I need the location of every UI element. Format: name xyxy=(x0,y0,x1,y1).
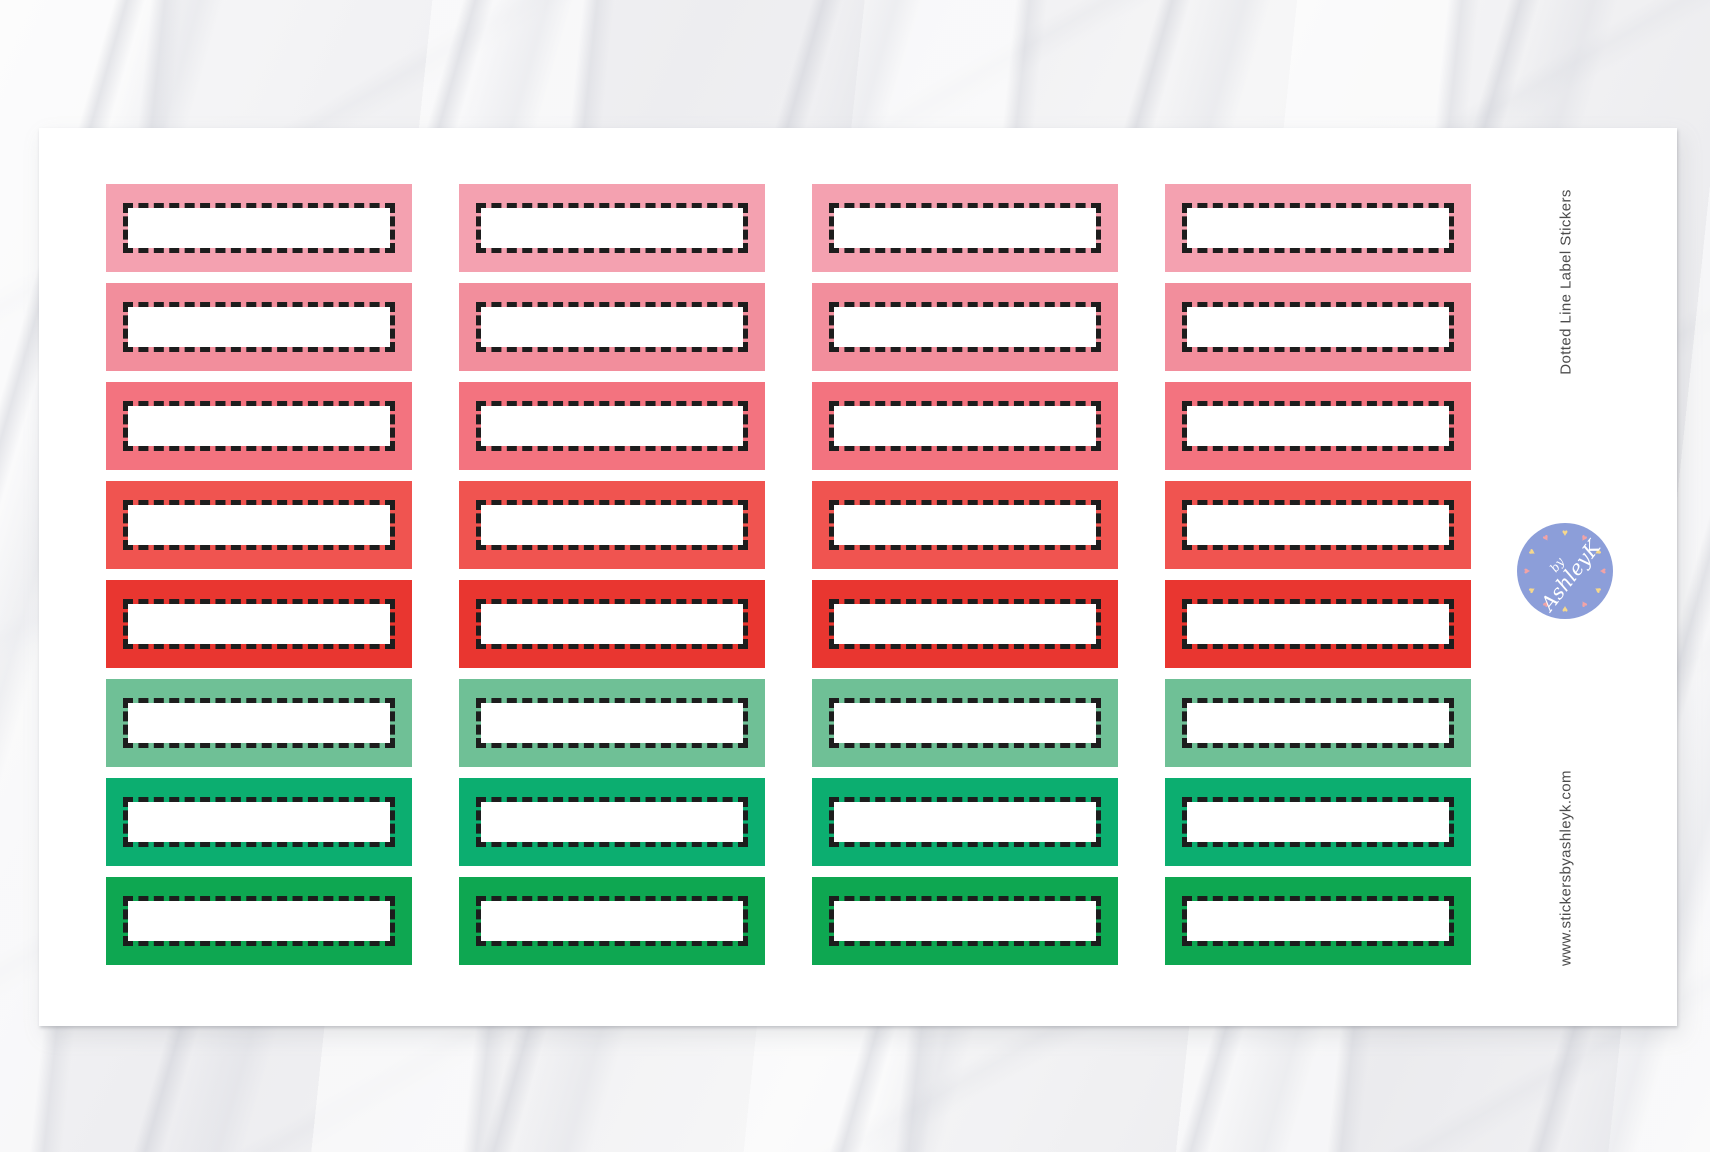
sticker-writing-area xyxy=(829,896,1101,946)
sticker-writing-area xyxy=(123,500,395,550)
sticker-coral-red xyxy=(459,481,765,569)
sticker-mint-green xyxy=(106,679,412,767)
sticker-writing-area xyxy=(829,599,1101,649)
sticker-writing-area xyxy=(1182,698,1454,748)
sticker-pink xyxy=(106,283,412,371)
sticker-coral-red xyxy=(1165,481,1471,569)
sticker-jade-green xyxy=(459,778,765,866)
sticker-writing-area xyxy=(476,500,748,550)
sticker-red xyxy=(459,580,765,668)
sticker-sheet: Dotted Line Label Stickers ♥ ♥ ♥ ♥ ♥ ♥ ♥ ♥ ♥ ♥ ♥ ♥ … xyxy=(39,128,1677,1026)
sticker-writing-area xyxy=(123,302,395,352)
heart-icon: ♥ xyxy=(1562,528,1568,539)
sticker-mint-green xyxy=(459,679,765,767)
sticker-writing-area xyxy=(1182,203,1454,253)
sticker-writing-area xyxy=(1182,896,1454,946)
sticker-green xyxy=(459,877,765,965)
sticker-coral-pink xyxy=(459,382,765,470)
sticker-writing-area xyxy=(829,302,1101,352)
sticker-red xyxy=(812,580,1118,668)
sticker-writing-area xyxy=(123,401,395,451)
sticker-coral-red xyxy=(812,481,1118,569)
sticker-writing-area xyxy=(123,203,395,253)
sticker-mint-green xyxy=(1165,679,1471,767)
sticker-red xyxy=(106,580,412,668)
sticker-writing-area xyxy=(476,401,748,451)
sticker-writing-area xyxy=(1182,401,1454,451)
sticker-coral-pink xyxy=(106,382,412,470)
sticker-writing-area xyxy=(123,797,395,847)
logo-hearts-ring: ♥ ♥ ♥ ♥ ♥ ♥ ♥ ♥ ♥ ♥ ♥ ♥ xyxy=(1517,523,1613,619)
sticker-writing-area xyxy=(476,203,748,253)
sticker-writing-area xyxy=(829,401,1101,451)
sticker-light-pink xyxy=(459,184,765,272)
sticker-green xyxy=(106,877,412,965)
sticker-mint-green xyxy=(812,679,1118,767)
logo-name-text: AshleyK xyxy=(1535,535,1605,615)
sticker-writing-area xyxy=(1182,797,1454,847)
sticker-writing-area xyxy=(1182,302,1454,352)
sticker-writing-area xyxy=(476,896,748,946)
product-title: Dotted Line Label Stickers xyxy=(1557,189,1575,375)
sticker-grid xyxy=(106,184,1471,965)
sticker-light-pink xyxy=(812,184,1118,272)
sticker-light-pink xyxy=(106,184,412,272)
sticker-writing-area xyxy=(123,698,395,748)
website-url: www.stickersbyashleyk.com xyxy=(1557,770,1575,966)
sticker-coral-red xyxy=(106,481,412,569)
sticker-jade-green xyxy=(106,778,412,866)
sticker-coral-pink xyxy=(1165,382,1471,470)
sticker-writing-area xyxy=(123,599,395,649)
sticker-pink xyxy=(459,283,765,371)
sticker-writing-area xyxy=(476,797,748,847)
sticker-writing-area xyxy=(829,500,1101,550)
sticker-writing-area xyxy=(1182,500,1454,550)
sticker-writing-area xyxy=(829,797,1101,847)
sticker-writing-area xyxy=(829,203,1101,253)
sticker-coral-pink xyxy=(812,382,1118,470)
sticker-red xyxy=(1165,580,1471,668)
sticker-writing-area xyxy=(123,896,395,946)
sticker-writing-area xyxy=(476,302,748,352)
sticker-pink xyxy=(1165,283,1471,371)
sticker-light-pink xyxy=(1165,184,1471,272)
sticker-green xyxy=(812,877,1118,965)
brand-logo: ♥ ♥ ♥ ♥ ♥ ♥ ♥ ♥ ♥ ♥ ♥ ♥ by AshleyK xyxy=(1517,523,1613,619)
sticker-writing-area xyxy=(1182,599,1454,649)
sticker-pink xyxy=(812,283,1118,371)
sticker-jade-green xyxy=(812,778,1118,866)
sticker-writing-area xyxy=(476,599,748,649)
sticker-jade-green xyxy=(1165,778,1471,866)
sticker-writing-area xyxy=(829,698,1101,748)
sticker-green xyxy=(1165,877,1471,965)
sticker-writing-area xyxy=(476,698,748,748)
